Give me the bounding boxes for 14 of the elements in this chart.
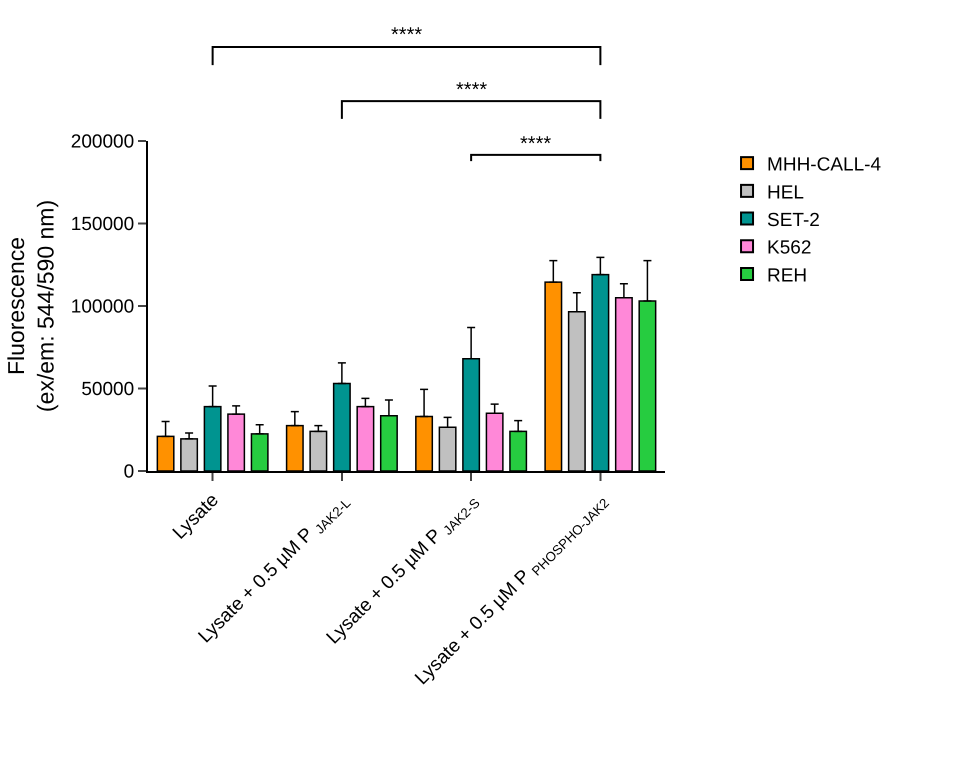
y-tick-label: 100000 bbox=[70, 296, 134, 318]
annotation: **** bbox=[520, 133, 552, 155]
y-tick-label: 200000 bbox=[70, 132, 134, 153]
text: **** bbox=[456, 79, 488, 101]
legend-label: REH bbox=[767, 265, 808, 286]
legend-label: MHH-CALL-4 bbox=[767, 154, 882, 176]
legend-label: SET-2 bbox=[767, 210, 820, 231]
y-tick-label: 0 bbox=[124, 462, 134, 483]
legend-label: K562 bbox=[767, 238, 812, 259]
y-axis-title: Fluorescence (ex/em: 544/590 nm) bbox=[2, 200, 59, 412]
y-tick-label: 50000 bbox=[81, 379, 134, 400]
legend-label: HEL bbox=[767, 182, 804, 204]
text: **** bbox=[391, 24, 422, 46]
y-tick-label: 150000 bbox=[70, 214, 134, 236]
